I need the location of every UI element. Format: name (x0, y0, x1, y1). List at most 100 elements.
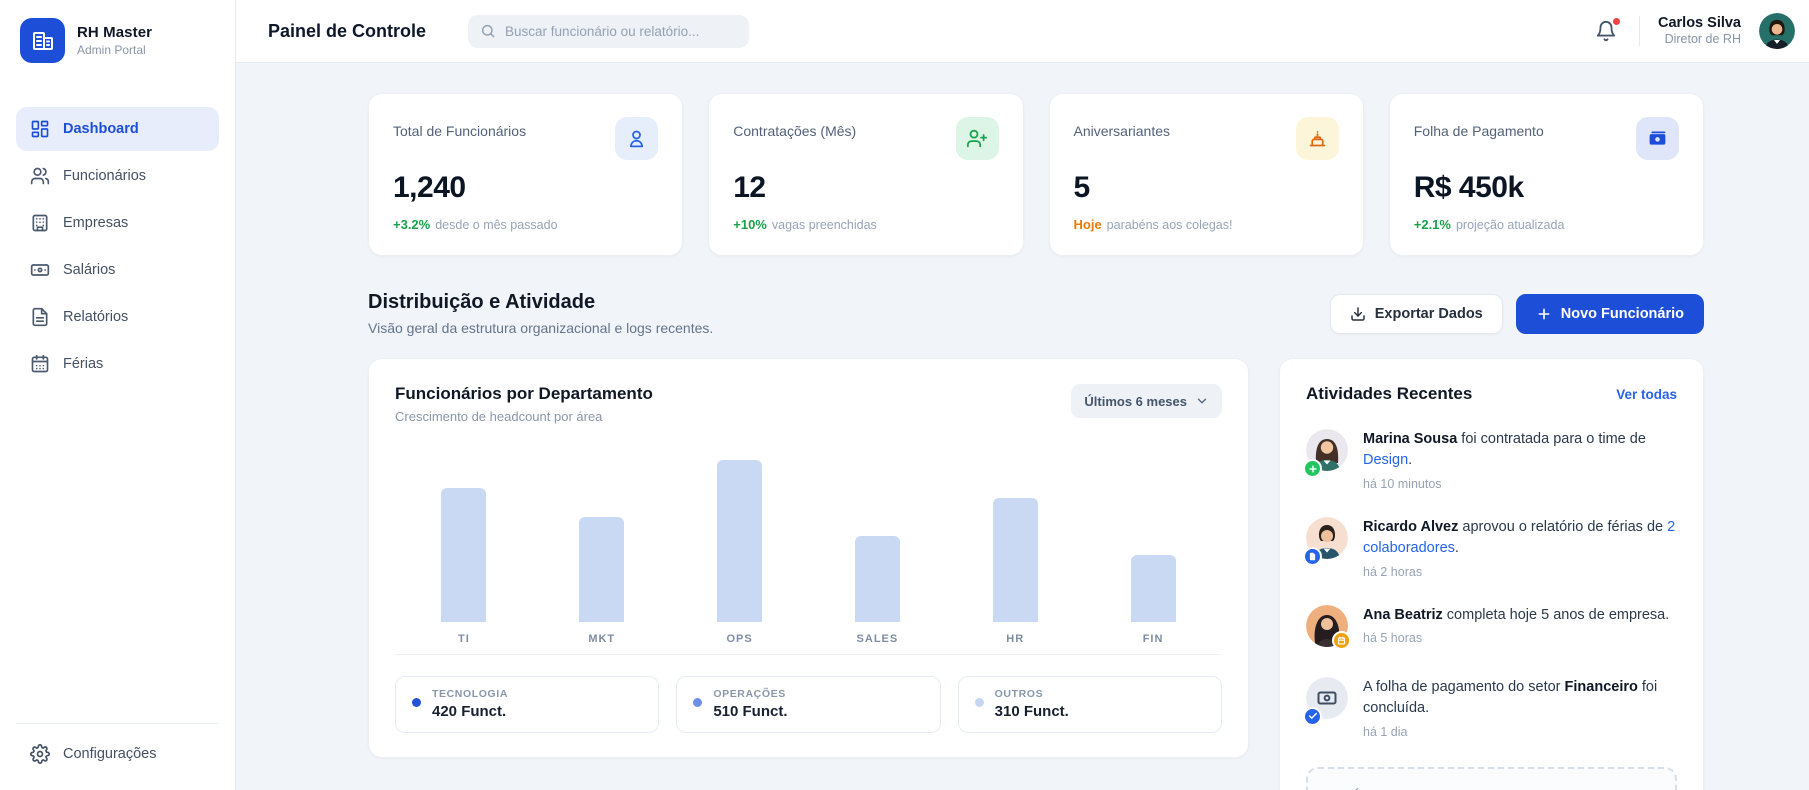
bar (854, 536, 900, 622)
sidebar-item-label: Relatórios (63, 309, 129, 325)
new-employee-button[interactable]: Novo Funcionário (1515, 293, 1704, 334)
legend-value: 420 Funct. (432, 703, 507, 720)
topbar-right: Carlos Silva Diretor de RH (1591, 13, 1795, 49)
chart-title: Funcionários por Departamento (395, 384, 653, 403)
activity-text-segment: aprovou o relatório de férias de (1458, 518, 1668, 535)
banknote-icon (1636, 117, 1679, 160)
legend-value: 310 Funct. (994, 703, 1069, 720)
activity-link[interactable]: 2 colaboradores (1363, 518, 1676, 557)
bar (1130, 555, 1176, 622)
notifications-button[interactable] (1591, 16, 1621, 46)
bar-label: TI (458, 633, 470, 645)
brand-text: RH Master Admin Portal (77, 24, 152, 57)
range-select[interactable]: Últimos 6 meses (1071, 384, 1222, 418)
legend-label: OUTROS (994, 688, 1044, 700)
topbar-divider (1638, 16, 1640, 46)
search-box[interactable] (468, 14, 750, 48)
activity-text-segment: foi contratada para o time de (1457, 431, 1646, 447)
page-title: Painel de Controle (268, 20, 427, 41)
activity-time: há 2 horas (1363, 564, 1423, 579)
download-icon (1350, 306, 1366, 322)
next-steps-label: PRÓXIMOS PASSOS (1332, 789, 1651, 790)
activity-text: A folha de pagamento do setor Financeiro… (1363, 677, 1677, 720)
stat-delta: +2.1% projeção atualizada (1413, 217, 1565, 232)
plus-badge-icon (1303, 459, 1322, 478)
activity-text: Ricardo Alvez aprovou o relatório de fér… (1363, 517, 1677, 560)
file-text-icon (30, 307, 50, 327)
export-data-button[interactable]: Exportar Dados (1329, 293, 1503, 334)
banknote-icon (30, 260, 50, 280)
avatar (1306, 429, 1348, 471)
activity-item: Ana Beatriz completa hoje 5 anos de empr… (1306, 604, 1677, 651)
activity-item: A folha de pagamento do setor Financeiro… (1303, 676, 1677, 739)
sidebar-item-configuracoes[interactable]: Configurações (16, 723, 219, 768)
bar-label: FIN (1142, 633, 1164, 645)
section-title: Distribuição e Atividade (368, 291, 596, 313)
calendar-badge-icon (1332, 630, 1351, 650)
check-badge-icon (1303, 706, 1322, 726)
search-input[interactable] (505, 23, 738, 39)
stat-value: 12 (733, 171, 766, 204)
bar (717, 460, 763, 622)
stat-card-aniversariantes: Aniversariantes 5 Hoje parabéns aos coleg… (1048, 93, 1364, 256)
chart-legend: TECNOLOGIA 420 Funct. OPERAÇÕES 510 Func… (395, 676, 1222, 733)
user-name: Carlos Silva (1657, 15, 1741, 32)
stat-value: R$ 450k (1413, 171, 1524, 204)
sidebar-item-funcionarios[interactable]: Funcionários (16, 154, 219, 198)
user-plus-icon (955, 117, 999, 160)
activity-text: Marina Sousa foi contratada para o time … (1363, 429, 1677, 472)
activity-link[interactable]: Design (1363, 452, 1409, 469)
bell-icon (1595, 20, 1617, 42)
department-chart-card: Funcionários por Departamento Cresciment… (368, 358, 1249, 758)
activity-person-name: Financeiro (1564, 678, 1638, 695)
bar-label: OPS (726, 633, 753, 645)
legend-dot (412, 698, 421, 707)
sidebar-item-dashboard[interactable]: Dashboard (16, 107, 219, 151)
file-badge-icon (1303, 546, 1322, 566)
sidebar-item-ferias[interactable]: Férias (16, 342, 219, 386)
gear-icon (30, 744, 50, 764)
stat-value: 1,240 (393, 171, 466, 204)
stat-label: Folha de Pagamento (1413, 123, 1544, 139)
bar-column: MKT (533, 450, 671, 646)
sidebar-spacer (16, 386, 219, 723)
stat-label: Total de Funcionários (393, 123, 527, 139)
user-icon (615, 117, 659, 160)
sidebar-item-salarios[interactable]: Salários (16, 248, 219, 292)
dashboard-icon (30, 119, 50, 139)
legend-label: OPERAÇÕES (713, 688, 786, 700)
bar (579, 517, 625, 622)
sidebar-item-label: Dashboard (63, 121, 139, 137)
content: Total de Funcionários 1,240 +3.2% desde o… (236, 63, 1809, 790)
activity-time: há 5 horas (1363, 631, 1423, 646)
bar-column: SALES (808, 450, 946, 646)
legend-item-operacoes: OPERAÇÕES 510 Funct. (676, 676, 941, 733)
see-all-link[interactable]: Ver todas (1616, 386, 1677, 402)
stat-card-folha-pagamento: Folha de Pagamento R$ 450k +2.1% projeção… (1388, 93, 1704, 256)
brand: RH Master Admin Portal (16, 18, 219, 63)
sidebar-item-label: Funcionários (63, 168, 147, 184)
sidebar-item-empresas[interactable]: Empresas (16, 201, 219, 245)
sidebar-item-label: Empresas (63, 215, 129, 231)
cake-icon (1295, 117, 1339, 160)
chart-subtitle: Crescimento de headcount por área (395, 409, 603, 424)
sidebar-item-label: Salários (63, 262, 116, 278)
bar-column: TI (395, 450, 533, 646)
activity-text-segment: . (1408, 452, 1413, 469)
building-logo-icon (31, 29, 55, 53)
user-meta: Carlos Silva Diretor de RH (1658, 14, 1741, 48)
stats-row: Total de Funcionários 1,240 +3.2% desde o… (368, 93, 1704, 256)
activities-title: Atividades Recentes (1306, 384, 1473, 403)
bar-chart: TI MKT OPS SALES HR FIN (395, 450, 1222, 646)
user-avatar[interactable] (1759, 13, 1795, 49)
sidebar-item-relatorios[interactable]: Relatórios (16, 295, 219, 339)
activity-text-segment: foi concluída. (1363, 678, 1658, 717)
next-steps-box: PRÓXIMOS PASSOS (1306, 766, 1677, 790)
legend-dot (693, 698, 703, 707)
activity-text-segment: completa hoje 5 anos de empresa. (1442, 606, 1670, 623)
sidebar-nav: Dashboard Funcionários Empresas Salários… (16, 107, 219, 386)
stat-card-total-funcionarios: Total de Funcionários 1,240 +3.2% desde o… (368, 93, 684, 256)
stat-delta: Hoje parabéns aos colegas! (1073, 217, 1233, 232)
sidebar-footer-label: Configurações (63, 746, 157, 762)
